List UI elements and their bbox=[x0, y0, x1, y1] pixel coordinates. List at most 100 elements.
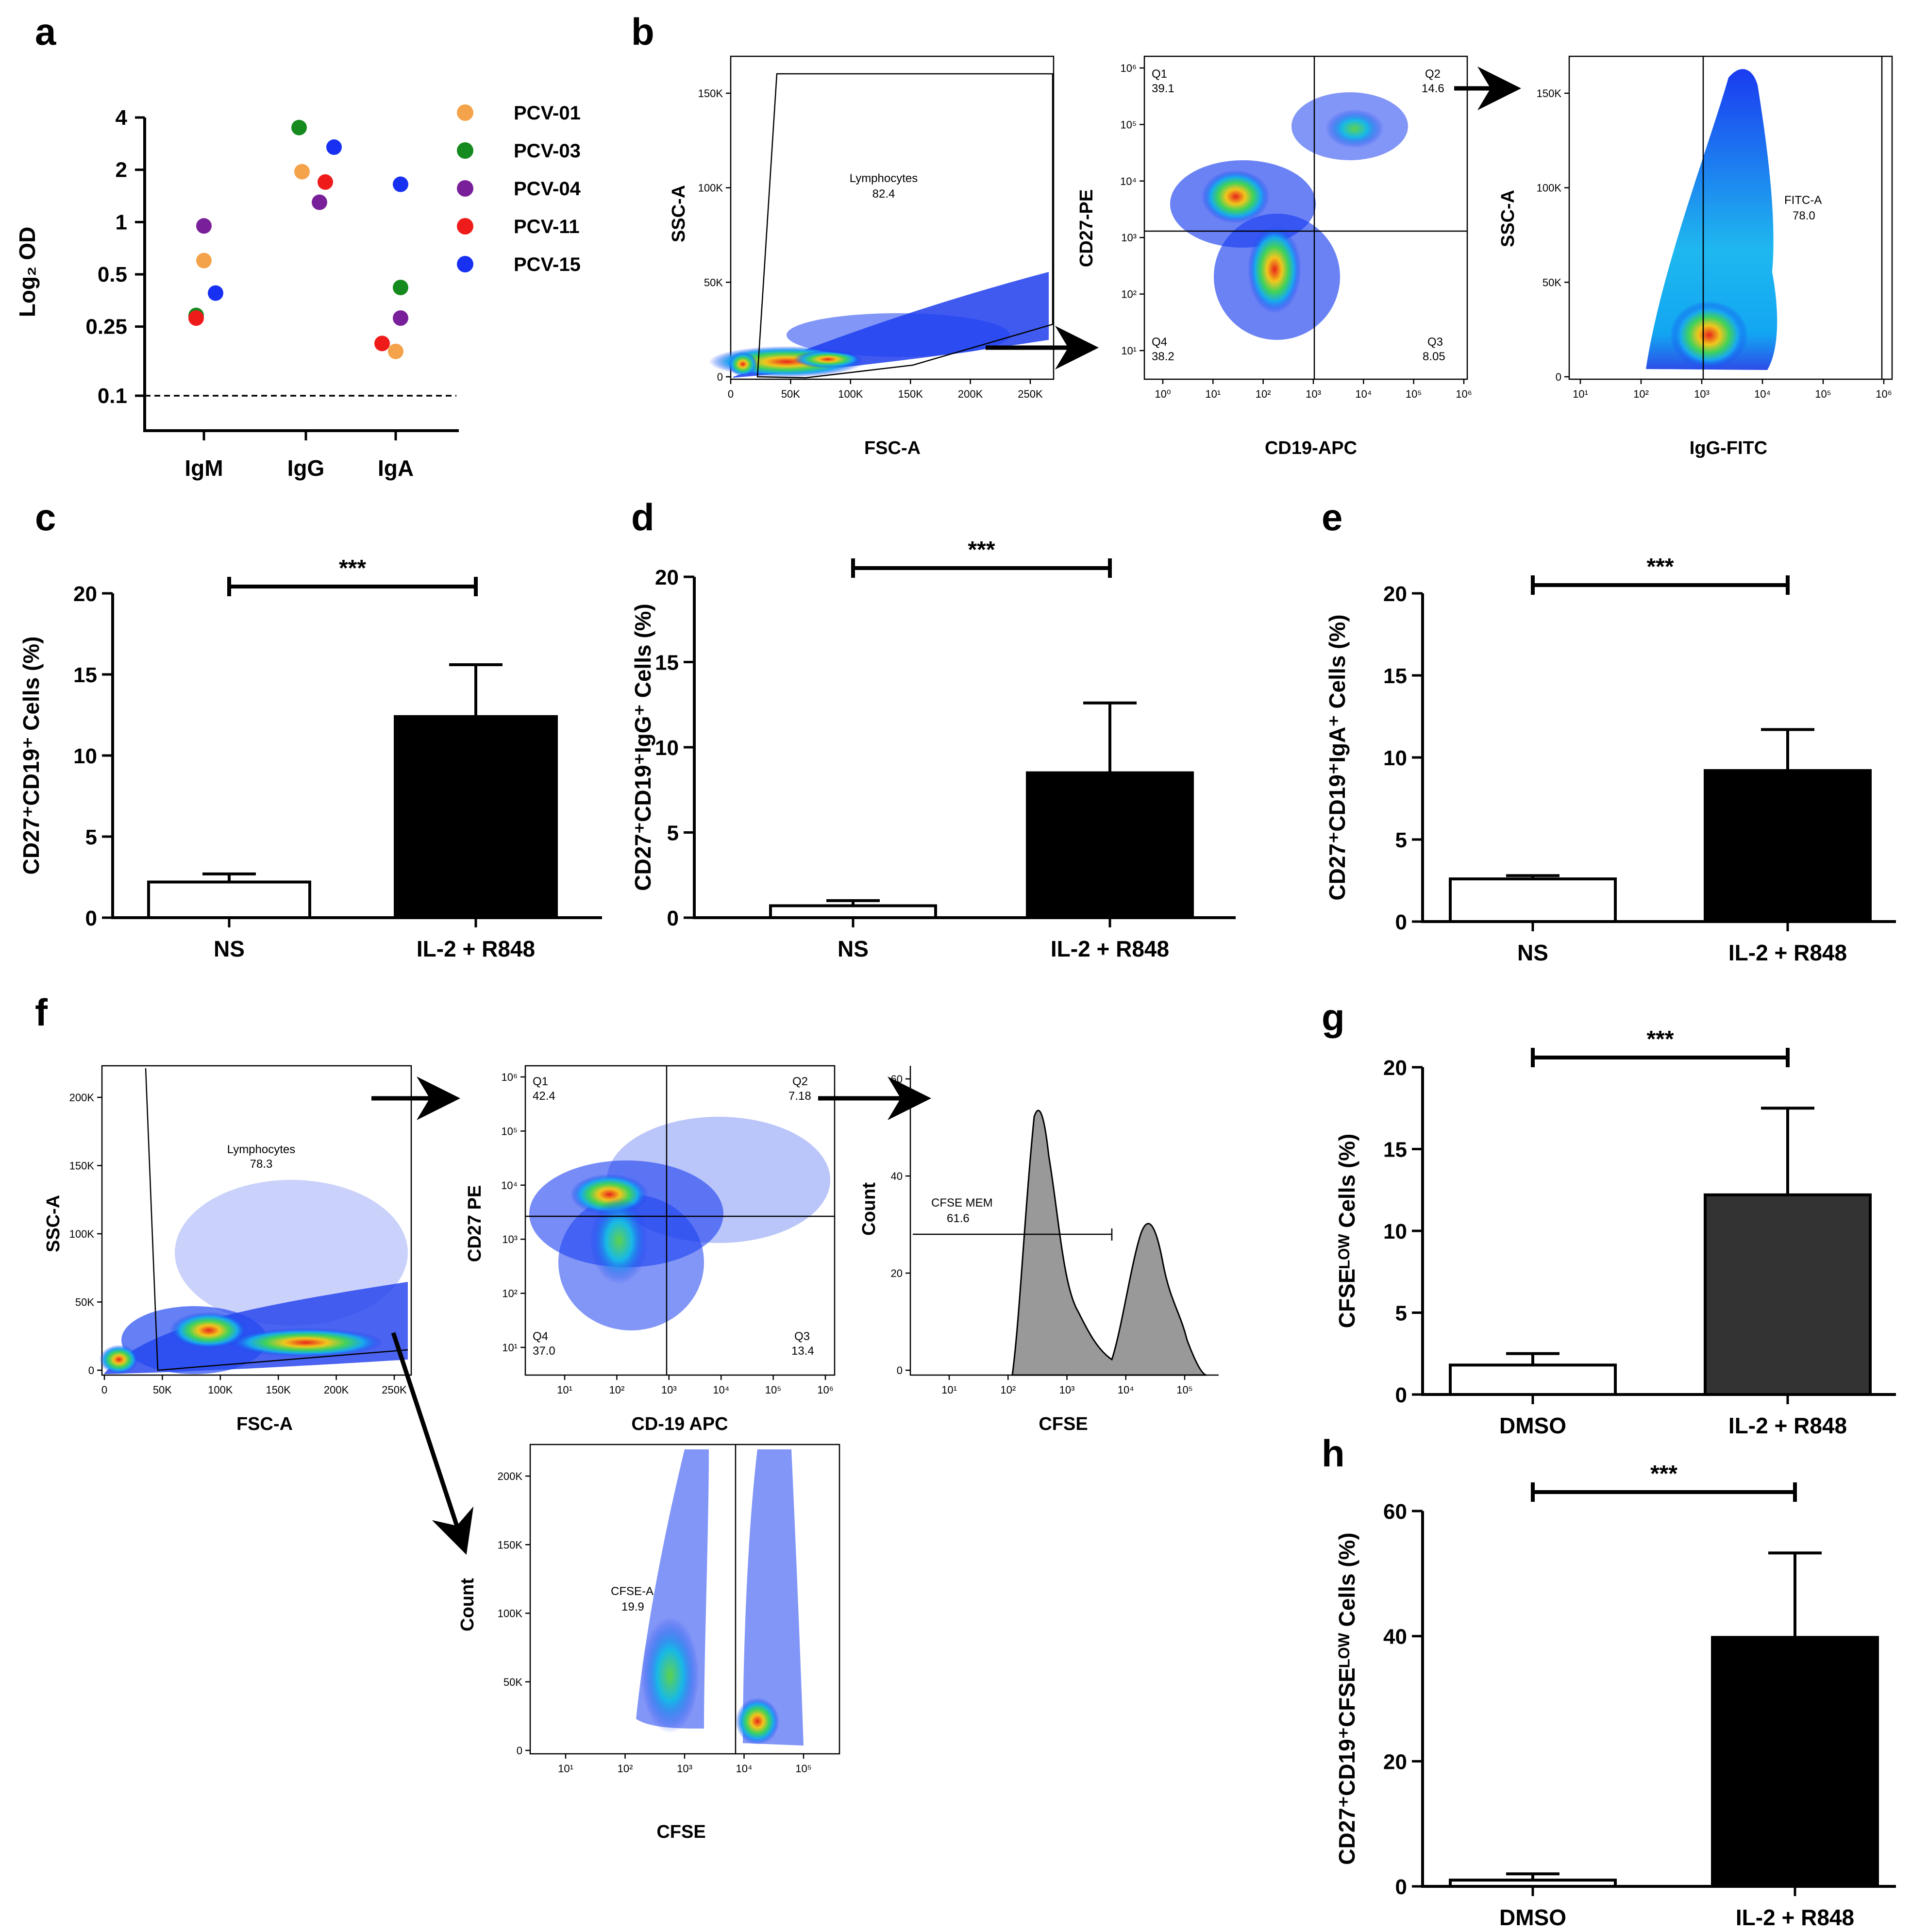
flow-f1-y-label: SSC-A bbox=[43, 1195, 64, 1252]
bar-y-tick-label: 5 bbox=[667, 822, 679, 845]
flow-b2-x-ticks: 10⁰ 10¹ 10² 10³ 10⁴ 10⁵ 10⁶ bbox=[1155, 379, 1472, 400]
panel-a-legend-marker bbox=[457, 218, 473, 235]
flow-x-tick-label: 10⁴ bbox=[736, 1763, 753, 1775]
flow-y-tick-label: 10¹ bbox=[502, 1342, 518, 1354]
flow-b1-gate-value: 82.4 bbox=[872, 187, 895, 201]
flow-f1-y-ticks: 200K 150K 100K 50K 0 bbox=[69, 1092, 102, 1377]
flow-y-tick-label: 50K bbox=[503, 1676, 522, 1688]
bar-y-tick-label: 15 bbox=[1383, 1138, 1407, 1162]
bar bbox=[394, 715, 558, 919]
bar bbox=[1449, 877, 1617, 923]
flow-y-tick-label: 50K bbox=[1542, 276, 1561, 288]
flow-y-tick-label: 0 bbox=[88, 1364, 94, 1377]
flow-b1-y-ticks: 150K 100K 50K 0 bbox=[698, 87, 731, 383]
flow-b1-x-label: FSC-A bbox=[864, 438, 921, 458]
flow-f1-gate-name: Lymphocytes bbox=[227, 1143, 296, 1156]
flow-b2-frame bbox=[1143, 55, 1468, 380]
bar-category-label: NS bbox=[838, 936, 869, 961]
flow-x-tick-label: 200K bbox=[324, 1384, 349, 1396]
panel-a-point bbox=[208, 285, 223, 301]
significance-stars: *** bbox=[1646, 1026, 1674, 1052]
flow-f1-x-label: FSC-A bbox=[236, 1414, 293, 1434]
panel-a-legend: PCV-01 PCV-03 PCV-04 PCV-11 PCV-15 bbox=[457, 102, 581, 275]
bar-y-tick-label: 20 bbox=[1383, 1750, 1407, 1774]
flow-x-tick-label: 10¹ bbox=[557, 1384, 572, 1396]
flow-f2-q3-value: 13.4 bbox=[791, 1344, 814, 1358]
flow-y-tick-label: 60 bbox=[891, 1073, 903, 1085]
flow-f4-y-ticks: 200K 150K 100K 50K 0 bbox=[498, 1470, 530, 1757]
panel-a-y-ticks: 4 2 1 0.5 0.25 0.1 bbox=[85, 106, 145, 408]
panel-e-bar-chart: 0 5 10 15 20 NS IL-2 + R848 *** CD27⁺CD19⁺IgA⁺ C… bbox=[1324, 554, 1896, 965]
flow-y-tick-label: 10² bbox=[502, 1288, 518, 1300]
bar bbox=[1449, 1879, 1617, 1888]
significance-stars: *** bbox=[968, 537, 995, 563]
panel-a-legend-label: PCV-11 bbox=[514, 216, 580, 237]
flow-f3-y-label: Count bbox=[859, 1182, 879, 1236]
panel-a-point bbox=[312, 194, 327, 210]
panel-a-category-label: IgA bbox=[378, 455, 414, 481]
flow-f2-q4-value: 37.0 bbox=[533, 1344, 555, 1358]
bar-y-tick-label: 15 bbox=[73, 663, 97, 687]
flow-f3-plot: CFSE MEM 61.6 60 40 20 0 10¹ 10² 10³ 10⁴ 10⁵ Co… bbox=[859, 1066, 1219, 1434]
bar-category-label: IL-2 + R848 bbox=[417, 936, 535, 961]
bar-y-tick-label: 60 bbox=[1383, 1500, 1407, 1524]
bar bbox=[769, 904, 937, 920]
bar-y-tick-label: 0 bbox=[1395, 1383, 1407, 1407]
flow-b2-q1-value: 39.1 bbox=[1152, 82, 1174, 95]
panel-d-bar-chart: 0 5 10 15 20 NS IL-2 + R848 *** CD27⁺CD19⁺IgG⁺ C… bbox=[630, 537, 1236, 961]
flow-f4-density bbox=[636, 1449, 804, 1746]
flow-y-tick-label: 100K bbox=[1537, 182, 1562, 194]
flow-y-tick-label: 150K bbox=[69, 1160, 95, 1172]
flow-x-tick-label: 0 bbox=[101, 1384, 107, 1396]
flow-x-tick-label: 10⁴ bbox=[1118, 1384, 1134, 1396]
bar-y-tick-label: 10 bbox=[655, 736, 679, 760]
flow-y-tick-label: 0 bbox=[717, 371, 723, 383]
flow-x-tick-label: 10⁰ bbox=[1155, 388, 1171, 400]
flow-x-tick-label: 10³ bbox=[661, 1384, 677, 1396]
flow-b1-x-ticks: 0 50K 100K 150K 200K 250K bbox=[728, 379, 1043, 400]
flow-x-tick-label: 10⁶ bbox=[1876, 388, 1892, 400]
bar-y-tick-label: 0 bbox=[85, 907, 97, 930]
flow-x-tick-label: 10² bbox=[1633, 388, 1649, 400]
flow-f3-y-ticks: 60 40 20 0 bbox=[891, 1073, 910, 1377]
panel-a-legend-marker bbox=[457, 180, 473, 197]
flow-b3-density bbox=[1646, 69, 1777, 370]
panel-a-legend-label: PCV-03 bbox=[514, 140, 581, 162]
flow-x-tick-label: 10⁵ bbox=[1815, 388, 1831, 400]
flow-x-tick-label: 10² bbox=[1000, 1384, 1016, 1396]
panel-a-y-tick-label: 0.25 bbox=[85, 315, 127, 339]
bar-y-tick-label: 40 bbox=[1383, 1625, 1407, 1649]
panel-a-y-tick-label: 0.1 bbox=[98, 384, 127, 408]
bar bbox=[1704, 769, 1872, 924]
bar-y-label: CD27⁺CD19⁺IgA⁺ Cells (%) bbox=[1324, 614, 1350, 900]
panel-h-bar-chart: 0 20 40 60 DMSO IL-2 + R848 *** CD27⁺CD19⁺CFSEᴸ… bbox=[1334, 1461, 1896, 1930]
flow-y-tick-label: 100K bbox=[498, 1608, 523, 1620]
flow-f3-histogram bbox=[1011, 1109, 1207, 1376]
flow-x-tick-label: 10³ bbox=[1059, 1384, 1075, 1396]
flow-b2-x-label: CD19-APC bbox=[1265, 438, 1357, 458]
flow-b3-x-label: IgG-FITC bbox=[1690, 438, 1767, 458]
flow-b2-q2-name: Q2 bbox=[1425, 67, 1441, 81]
flow-f1-density bbox=[100, 1180, 408, 1374]
flow-f2-plot: Q1 42.4 Q2 7.18 Q3 13.4 Q4 37.0 10⁶10⁵10… bbox=[465, 1065, 836, 1434]
bar bbox=[1449, 1363, 1617, 1396]
flow-x-tick-label: 10¹ bbox=[558, 1763, 573, 1775]
flow-x-tick-label: 10⁶ bbox=[817, 1384, 834, 1396]
flow-f4-gate-name: CFSE-A bbox=[611, 1585, 654, 1598]
flow-y-tick-label: 20 bbox=[891, 1267, 903, 1279]
flow-y-tick-label: 10¹ bbox=[1121, 345, 1137, 357]
flow-f1-gate bbox=[145, 1068, 408, 1371]
flow-x-tick-label: 10¹ bbox=[1573, 388, 1588, 400]
bar-y-tick-label: 10 bbox=[1383, 1220, 1407, 1243]
flow-x-tick-label: 150K bbox=[266, 1384, 291, 1396]
flow-y-tick-label: 0 bbox=[897, 1364, 903, 1377]
flow-y-tick-label: 10⁵ bbox=[1120, 118, 1137, 131]
flow-b1-gate-name: Lymphocytes bbox=[850, 172, 918, 185]
panel-a-y-tick-label: 1 bbox=[116, 210, 127, 234]
flow-b3-gate-name: FITC-A bbox=[1784, 194, 1822, 207]
flow-b2-y-ticks: 10⁶ 10⁵ 10⁴ 10³ 10² 10¹ bbox=[1120, 62, 1144, 357]
significance-stars: *** bbox=[339, 555, 366, 581]
bar-y-tick-label: 0 bbox=[667, 907, 679, 930]
